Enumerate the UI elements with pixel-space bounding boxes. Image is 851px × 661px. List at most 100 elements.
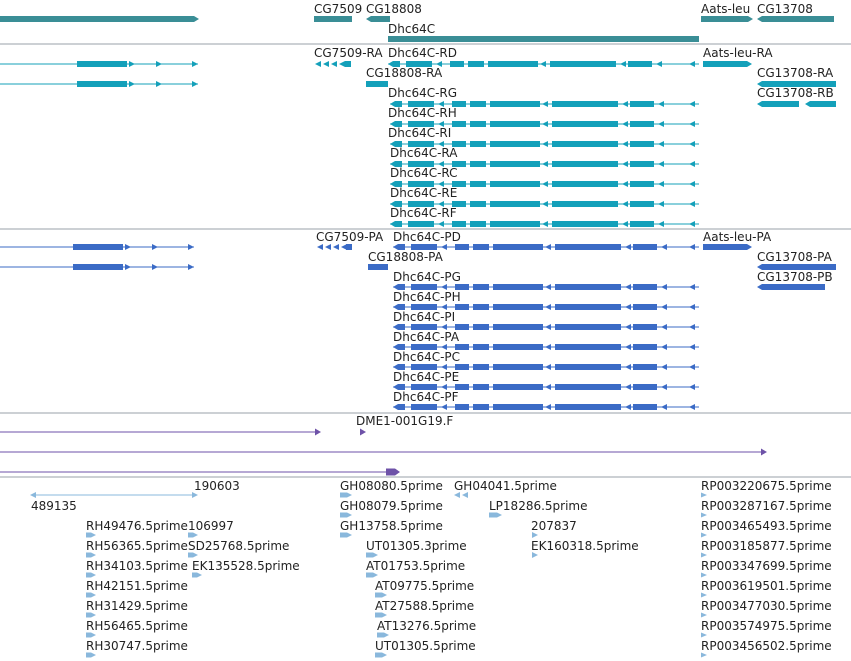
strand-arrow	[656, 61, 662, 67]
protein-label[interactable]: Dhc64C-PD	[393, 230, 461, 244]
strand-arrow	[125, 264, 131, 270]
est-label[interactable]: RH49476.5prime	[86, 519, 188, 533]
protein-label[interactable]: Dhc64C-PA	[393, 330, 460, 344]
est-arrow	[701, 592, 707, 598]
protein-label[interactable]: Aats-leu-PA	[703, 230, 772, 244]
transcript-label[interactable]: Dhc64C-RC	[390, 166, 458, 180]
est-label[interactable]: AT13276.5prime	[377, 619, 476, 633]
protein-label[interactable]: Dhc64C-PG	[393, 270, 461, 284]
transcript-label[interactable]: Dhc64C-RG	[388, 86, 457, 100]
est-label[interactable]: AT09775.5prime	[375, 579, 474, 593]
transcript-label[interactable]: Dhc64C-RA	[390, 146, 458, 160]
est-arrow	[340, 492, 352, 498]
est-label[interactable]: UT01305.5prime	[375, 639, 476, 653]
strand-arrow	[689, 61, 695, 67]
est-label[interactable]: RP003185877.5prime	[701, 539, 832, 553]
est-label[interactable]: RP003465493.5prime	[701, 519, 832, 533]
strand-arrow	[156, 61, 162, 67]
exon-block	[630, 161, 654, 167]
est-label[interactable]: AT01753.5prime	[366, 559, 465, 573]
protein-label[interactable]: Dhc64C-PF	[393, 390, 459, 404]
est-label[interactable]: RP003287167.5prime	[701, 499, 832, 513]
est-label[interactable]: RH34103.5prime	[86, 559, 188, 573]
exon-block	[452, 221, 466, 227]
exon-block	[493, 384, 543, 390]
gene-label[interactable]: CG18808	[366, 2, 422, 16]
exon-block	[455, 344, 469, 350]
strand-arrow	[689, 181, 695, 187]
est-label[interactable]: 106997	[188, 519, 234, 533]
gene-label[interactable]: CG7509	[314, 2, 362, 16]
transcript-label[interactable]: CG13708-RB	[757, 86, 834, 100]
exon-block	[393, 344, 405, 350]
exon-block	[470, 161, 486, 167]
transcript-label[interactable]: Dhc64C-RH	[388, 106, 457, 120]
est-label[interactable]: GH04041.5prime	[454, 479, 557, 493]
est-label[interactable]: RP003619501.5prime	[701, 579, 832, 593]
est-label[interactable]: RH30747.5prime	[86, 639, 188, 653]
est-label[interactable]: RP003574975.5prime	[701, 619, 832, 633]
exon-block	[408, 141, 434, 147]
strand-arrow	[689, 221, 695, 227]
transcript-label[interactable]: CG7509-RA	[314, 46, 383, 60]
gene-label[interactable]: CG13708	[757, 2, 813, 16]
exon-block	[555, 304, 621, 310]
est-label[interactable]: GH13758.5prime	[340, 519, 443, 533]
transcript-label[interactable]: Dhc64C-RF	[390, 206, 457, 220]
est-label[interactable]: GH08079.5prime	[340, 499, 443, 513]
est-label[interactable]: RP003477030.5prime	[701, 599, 832, 613]
protein-label[interactable]: Dhc64C-PC	[393, 350, 460, 364]
exon-block	[552, 221, 618, 227]
exon-block	[408, 201, 434, 207]
est-label[interactable]: UT01305.3prime	[366, 539, 467, 553]
est-label[interactable]: 489135	[31, 499, 77, 513]
protein-label[interactable]: CG18808-PA	[368, 250, 444, 264]
est-label[interactable]: SD25768.5prime	[188, 539, 289, 553]
protein-label[interactable]: Dhc64C-PE	[393, 370, 459, 384]
protein-label[interactable]: CG13708-PB	[757, 270, 833, 284]
est-label[interactable]: 190603	[194, 479, 240, 493]
est-label[interactable]: RP003220675.5prime	[701, 479, 832, 493]
transcript-label[interactable]: CG13708-RA	[757, 66, 834, 80]
gene-label[interactable]: Aats-leu	[701, 2, 750, 16]
protein-label[interactable]: Dhc64C-PI	[393, 310, 455, 324]
protein-label[interactable]: CG13708-PA	[757, 250, 833, 264]
exon-block	[77, 61, 127, 67]
est-arrow	[462, 492, 468, 498]
est-label[interactable]: RH56365.5prime	[86, 539, 188, 553]
transcript-label[interactable]: Dhc64C-RI	[388, 126, 451, 140]
est-label[interactable]: RH42151.5prime	[86, 579, 188, 593]
strand-arrow	[441, 284, 447, 290]
est-label[interactable]: LP18286.5prime	[489, 499, 588, 513]
alignment-label[interactable]: DME1-001G19.F	[356, 414, 453, 428]
est-label[interactable]: 207837	[531, 519, 577, 533]
strand-arrow	[661, 324, 667, 330]
est-label[interactable]: EK135528.5prime	[192, 559, 300, 573]
protein-label[interactable]: CG7509-PA	[316, 230, 384, 244]
est-label[interactable]: AT27588.5prime	[375, 599, 474, 613]
transcript-label[interactable]: Dhc64C-RE	[390, 186, 457, 200]
strand-arrow	[658, 201, 664, 207]
strand-arrow	[622, 181, 628, 187]
est-label[interactable]: RP003456502.5prime	[701, 639, 832, 653]
est-label[interactable]: RH56465.5prime	[86, 619, 188, 633]
est-label[interactable]: RP003347699.5prime	[701, 559, 832, 573]
strand-arrow	[545, 404, 551, 410]
strand-arrow	[625, 324, 631, 330]
est-label[interactable]: RH31429.5prime	[86, 599, 188, 613]
transcript-label[interactable]: Aats-leu-RA	[703, 46, 773, 60]
transcript-label[interactable]: Dhc64C-RD	[388, 46, 457, 60]
exon-block	[488, 61, 538, 67]
gene-label[interactable]: Dhc64C	[388, 22, 435, 36]
est-arrow	[30, 492, 36, 498]
exon-block	[633, 244, 657, 250]
est-label[interactable]: EK160318.5prime	[531, 539, 639, 553]
protein-label[interactable]: Dhc64C-PH	[393, 290, 461, 304]
est-label[interactable]: GH08080.5prime	[340, 479, 443, 493]
strand-arrow	[661, 284, 667, 290]
est-arrow	[86, 652, 96, 658]
strand-arrow	[689, 344, 695, 350]
transcript-label[interactable]: CG18808-RA	[366, 66, 443, 80]
strand-arrow	[441, 244, 447, 250]
